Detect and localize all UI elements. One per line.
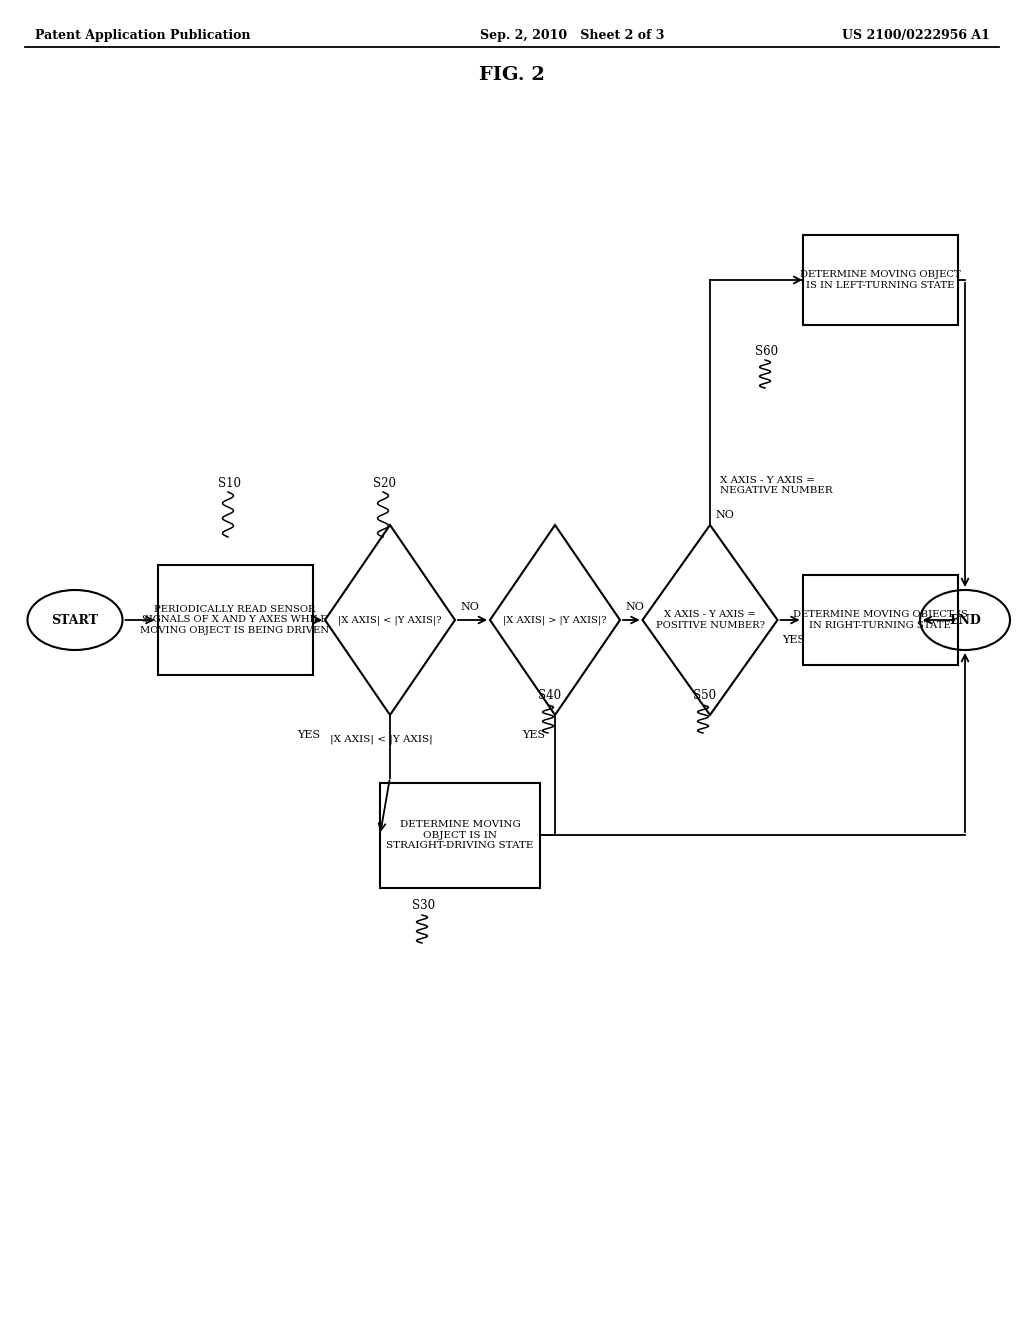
Text: YES: YES <box>522 730 545 741</box>
Text: START: START <box>51 614 98 627</box>
Text: X AXIS - Y AXIS =
POSITIVE NUMBER?: X AXIS - Y AXIS = POSITIVE NUMBER? <box>655 610 765 630</box>
Text: YES: YES <box>297 730 319 741</box>
Text: S40: S40 <box>538 689 561 702</box>
Text: DETERMINE MOVING OBJECT IS
IN RIGHT-TURNING STATE: DETERMINE MOVING OBJECT IS IN RIGHT-TURN… <box>793 610 968 630</box>
Text: DETERMINE MOVING
OBJECT IS IN
STRAIGHT-DRIVING STATE: DETERMINE MOVING OBJECT IS IN STRAIGHT-D… <box>386 820 534 850</box>
Text: S20: S20 <box>373 477 396 490</box>
Text: PERIODICALLY READ SENSOR
SIGNALS OF X AND Y AXES WHILE
MOVING OBJECT IS BEING DR: PERIODICALLY READ SENSOR SIGNALS OF X AN… <box>140 605 330 635</box>
Text: S10: S10 <box>218 477 241 490</box>
Text: |X AXIS| < |Y AXIS|?: |X AXIS| < |Y AXIS|? <box>338 615 441 624</box>
Text: Sep. 2, 2010   Sheet 2 of 3: Sep. 2, 2010 Sheet 2 of 3 <box>480 29 665 41</box>
Text: S60: S60 <box>755 345 778 358</box>
Bar <box>158 565 312 675</box>
Bar <box>380 783 540 887</box>
Text: NO: NO <box>460 602 479 612</box>
Text: END: END <box>949 614 981 627</box>
Text: US 2100/0222956 A1: US 2100/0222956 A1 <box>842 29 990 41</box>
Text: X AXIS - Y AXIS =
NEGATIVE NUMBER: X AXIS - Y AXIS = NEGATIVE NUMBER <box>720 475 833 495</box>
Text: S30: S30 <box>412 899 435 912</box>
Text: YES: YES <box>782 635 806 645</box>
Text: |X AXIS| > |Y AXIS|?: |X AXIS| > |Y AXIS|? <box>503 615 607 624</box>
Text: NO: NO <box>625 602 644 612</box>
Text: DETERMINE MOVING OBJECT
IS IN LEFT-TURNING STATE: DETERMINE MOVING OBJECT IS IN LEFT-TURNI… <box>800 271 961 289</box>
Bar <box>803 576 957 665</box>
Text: NO: NO <box>715 510 734 520</box>
Text: |X AXIS| < |Y AXIS|: |X AXIS| < |Y AXIS| <box>330 735 433 744</box>
Text: FIG. 2: FIG. 2 <box>479 66 545 84</box>
Text: Patent Application Publication: Patent Application Publication <box>35 29 251 41</box>
Bar <box>803 235 957 325</box>
Text: S50: S50 <box>693 689 716 702</box>
